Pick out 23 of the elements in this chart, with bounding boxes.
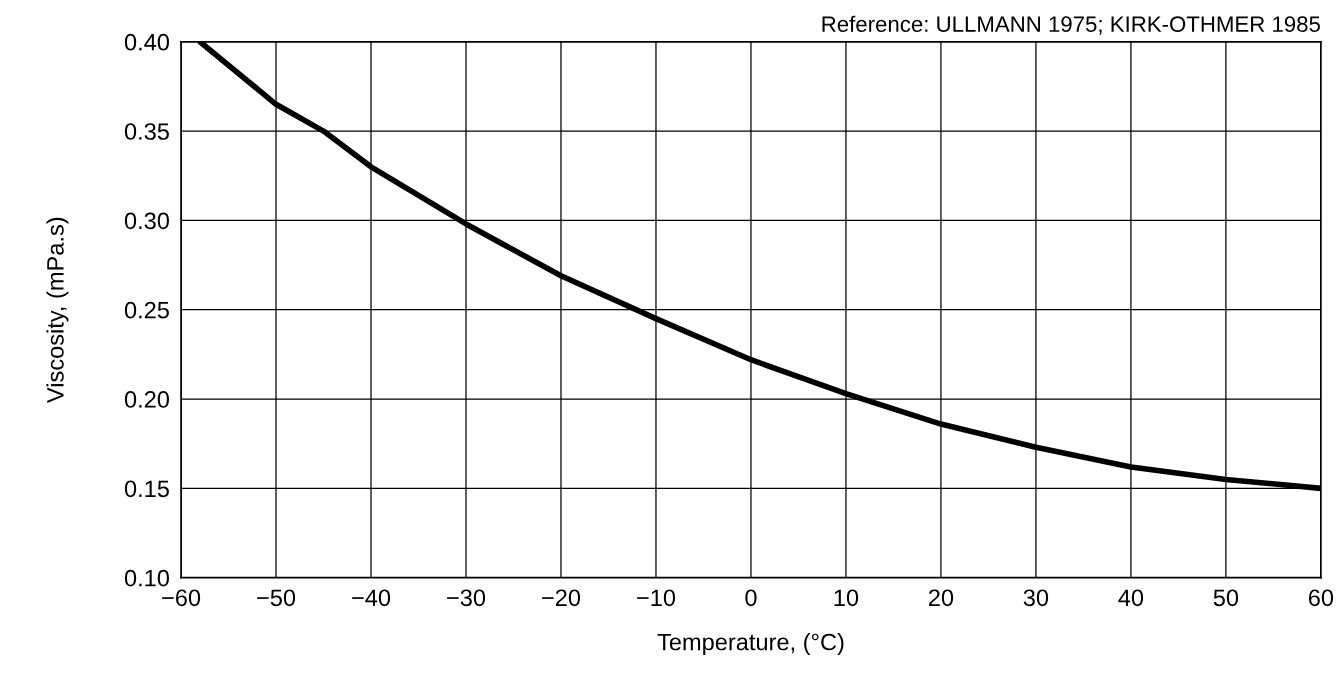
y-axis-title: Viscosity, (mPa.s) (46, 217, 69, 403)
y-tick-label: 0.15 (124, 480, 169, 498)
x-tick-label: 10 (834, 589, 859, 607)
y-tick-label: 0.20 (124, 391, 169, 408)
x-tick-label: −50 (257, 589, 296, 607)
x-axis-title: Temperature, (°C) (657, 633, 844, 656)
x-tick-label: 0 (745, 589, 757, 607)
x-tick-label: −60 (162, 589, 201, 607)
y-tick-label: 0.25 (124, 301, 169, 319)
text: Reference: ULLMANN 1975; KIRK-OTHMER 1985 (822, 15, 1320, 35)
x-tick-label: −20 (542, 589, 581, 607)
x-tick-label: 50 (1213, 589, 1239, 607)
x-tick-label: −40 (352, 589, 391, 607)
y-tick-label: 0.30 (124, 212, 169, 230)
y-tick-label: 0.10 (124, 569, 169, 587)
x-tick-label: 20 (928, 589, 954, 607)
y-tick-label: 0.40 (124, 33, 169, 51)
x-tick-label: −30 (447, 589, 486, 607)
x-tick-label: 60 (1308, 589, 1334, 607)
x-tick-label: −10 (637, 589, 676, 607)
x-tick-label: 30 (1023, 589, 1049, 607)
x-tick-label: 40 (1118, 589, 1144, 607)
y-tick-label: 0.35 (124, 123, 169, 140)
